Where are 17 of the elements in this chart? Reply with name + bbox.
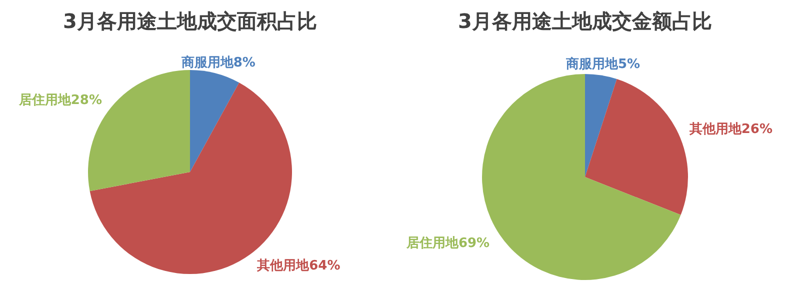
slice-label: 其他用地 [256,258,310,274]
slice-label: 居住用地 [18,93,72,108]
pie-slice [190,70,240,172]
chart-title: 3月各用途土地成交金额占比 [458,9,712,33]
data-label: 8% [233,55,256,70]
slice-label: 商服用地 [565,56,620,72]
data-label: 5% [618,57,640,72]
slice-label: 其他用地 [688,122,742,137]
slice-label: 居住用地 [405,236,460,251]
data-label: 26% [741,122,773,137]
pie-slice [585,79,688,215]
pie-slice [585,74,617,177]
data-label: 64% [309,258,340,274]
slice-label: 商服用地 [180,54,234,70]
data-label: 28% [70,93,102,108]
chart-title: 3月各用途土地成交面积占比 [63,9,317,33]
data-label: 69% [458,236,490,251]
